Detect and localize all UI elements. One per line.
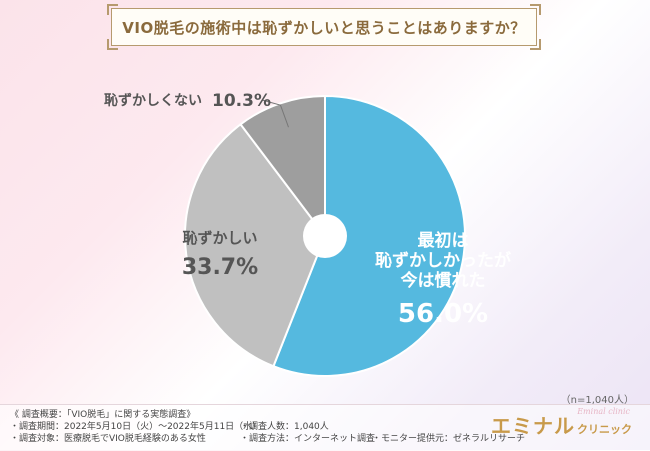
clinic-logo: Eminal clinic エミナル クリニック: [491, 407, 632, 439]
footer-line: ・調査方法：インターネット調査: [240, 434, 376, 444]
footer-line: ・調査期間：2022年5月10日（火）〜2022年5月11日（水）: [10, 422, 262, 432]
slice-category-label: 今は慣れた: [401, 270, 486, 291]
pie-slice: [239, 94, 326, 239]
logo-main: エミナル: [491, 414, 575, 438]
footer-line: ・調査人数：1,040人: [240, 422, 329, 432]
slice-value-label: 56.0%: [398, 299, 488, 329]
pie-center-hole: [303, 214, 347, 258]
footer-line: ・モニター提供元：ゼネラルリサーチ: [372, 434, 526, 444]
footer-line: ・調査対象：医療脱毛でVIO脱毛経験のある女性: [10, 434, 206, 444]
slice-leader-line: [261, 99, 289, 128]
pie-slice: [184, 122, 327, 368]
slice-category-label: 恥ずかしくない: [104, 92, 202, 109]
slice-value-label: 10.3%: [212, 91, 271, 111]
chart-title: VIO脱毛の施術中は恥ずかしいと思うことはありますか？: [122, 18, 526, 37]
chart-title-box: VIO脱毛の施術中は恥ずかしいと思うことはありますか？: [107, 4, 541, 50]
slice-value-label: 33.7%: [182, 255, 258, 280]
survey-footer: 《 調査概要：「VIO脱毛」に関する実態調査》 ・調査期間：2022年5月10日…: [0, 404, 650, 451]
footer-line: 《 調査概要：「VIO脱毛」に関する実態調査》: [10, 410, 196, 420]
logo-script: Eminal clinic: [577, 407, 630, 416]
sample-size: （n=1,040人）: [560, 395, 634, 406]
pie-slice: [272, 94, 466, 377]
slice-category-label: 最初は: [418, 230, 469, 251]
slice-category-label: 恥ずかしかったが: [375, 250, 511, 271]
slice-category-label: 恥ずかしい: [182, 229, 257, 247]
logo-sub: クリニック: [577, 423, 632, 436]
